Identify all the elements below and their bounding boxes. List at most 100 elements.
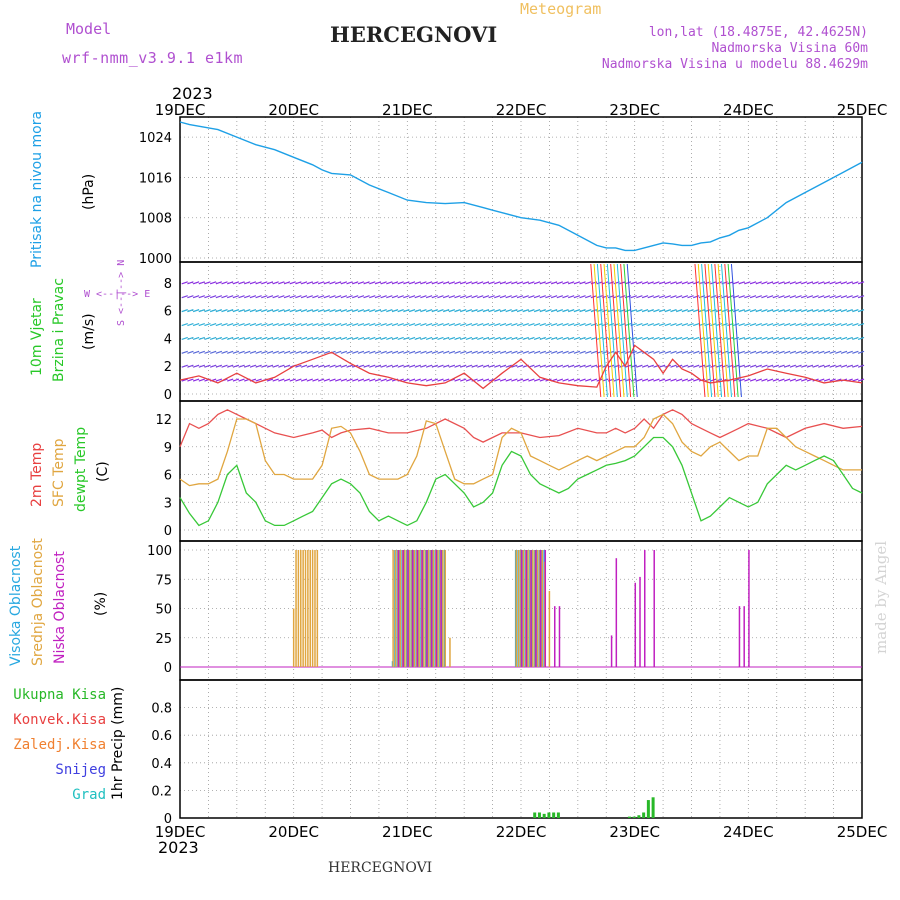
wind-arrow	[249, 336, 257, 340]
year-bottom: 2023	[158, 838, 199, 857]
wind-arrow	[568, 322, 575, 327]
wind-arrow	[272, 336, 279, 340]
wind-arrow	[675, 336, 683, 340]
wind-arrow	[556, 378, 564, 382]
wind-arrow	[783, 350, 791, 354]
wind-arrow	[357, 309, 365, 313]
wind-arrow	[670, 309, 677, 313]
y-tick-label: 0.8	[151, 702, 172, 717]
model-elevation-label: Nadmorska Visina u modelu 88.4629m	[601, 57, 868, 72]
wind-arrow	[670, 336, 677, 340]
wind-arrow	[511, 309, 518, 313]
wind-arrow	[442, 322, 450, 327]
wind-arrow	[255, 336, 262, 340]
wind-arrow	[818, 364, 825, 368]
legend-konvek: Konvek.Kisa	[13, 712, 106, 728]
wind-arrow	[425, 295, 433, 299]
y-tick-label: 9	[164, 441, 172, 456]
wind-arrow	[278, 281, 285, 285]
wind-arrow	[363, 364, 370, 368]
wind-arrow	[329, 281, 336, 285]
wind-arrow	[403, 364, 410, 368]
wind-arrow	[636, 364, 643, 368]
wind-arrow-burst	[711, 263, 723, 398]
wind-arrow	[317, 281, 325, 285]
wind-arrow	[414, 378, 421, 382]
wind-arrow	[295, 281, 302, 285]
wind-arrow	[499, 309, 507, 313]
wind-arrow	[312, 295, 319, 299]
wind-arrow	[187, 336, 194, 340]
wind-arrow	[579, 336, 586, 340]
wind-arrow	[840, 336, 848, 340]
wind-arrow	[374, 281, 382, 285]
wind-arrow	[829, 336, 836, 340]
wind-arrow	[312, 322, 319, 327]
wind-arrow	[209, 336, 217, 340]
wind-arrow	[312, 350, 319, 354]
wind-arrow	[352, 336, 359, 340]
wind-arrow	[369, 350, 376, 354]
y-tick-label: 0	[164, 524, 172, 539]
wind-arrow	[227, 336, 234, 340]
wind-arrow	[488, 295, 495, 299]
wind-arrow-burst	[701, 263, 713, 398]
wind-arrow	[460, 336, 467, 340]
wind-arrow	[528, 378, 535, 382]
wind-arrow	[664, 336, 672, 340]
wind-arrow	[846, 364, 853, 368]
y-tick-label: 4	[164, 332, 172, 347]
wind-arrow	[533, 281, 541, 285]
wind-arrow	[334, 378, 342, 382]
wind-arrow	[295, 350, 302, 354]
wind-arrow	[590, 322, 598, 327]
wind-arrow	[789, 309, 797, 313]
wind-arrow	[369, 322, 376, 327]
wind-arrow	[823, 378, 831, 382]
wind-arrow	[323, 350, 331, 354]
wind-arrow	[261, 336, 268, 340]
wind-arrow	[562, 322, 569, 327]
wind-arrow	[647, 364, 654, 368]
wind-arrow	[494, 322, 501, 327]
wind-arrow	[823, 322, 831, 327]
wind-arrow	[386, 336, 393, 340]
wind-arrow	[204, 364, 211, 368]
wind-arrow	[641, 322, 649, 327]
wind-arrow	[238, 364, 245, 368]
wind-arrow	[283, 295, 291, 299]
wind-arrow	[852, 378, 859, 382]
wind-arrow	[766, 350, 774, 354]
wind-arrow	[636, 295, 643, 299]
precip-bar	[627, 816, 631, 818]
wind-arrow	[522, 336, 529, 340]
wind-arrow	[232, 378, 240, 382]
x-tick-label-top: 23DEC	[609, 101, 660, 119]
wind-arrow	[295, 364, 302, 368]
wind-arrow	[698, 364, 706, 368]
wind-arrow	[681, 336, 689, 340]
wind-arrow	[772, 336, 779, 340]
wind-arrow-burst	[707, 263, 719, 398]
wind-arrow	[215, 322, 223, 327]
wind-arrow	[278, 378, 285, 382]
wind-arrow	[477, 281, 484, 285]
wind-arrow	[448, 336, 456, 340]
wind-arrow	[607, 364, 615, 368]
wind-arrow	[693, 322, 700, 327]
wind-arrow	[812, 336, 819, 340]
wind-arrow	[289, 295, 296, 299]
wind-arrow	[749, 309, 757, 313]
wind-arrow	[391, 336, 399, 340]
wind-arrow	[471, 322, 478, 327]
wind-arrow	[795, 364, 802, 368]
wind-arrow	[278, 336, 285, 340]
wind-arrow	[204, 295, 211, 299]
wind-arrow	[761, 378, 768, 382]
wind-arrow-burst	[730, 263, 742, 398]
wind-arrow	[539, 281, 546, 285]
wind-arrow	[363, 322, 370, 327]
wind-arrow	[204, 336, 211, 340]
wind-arrow	[641, 378, 649, 382]
wind-arrow	[465, 322, 473, 327]
